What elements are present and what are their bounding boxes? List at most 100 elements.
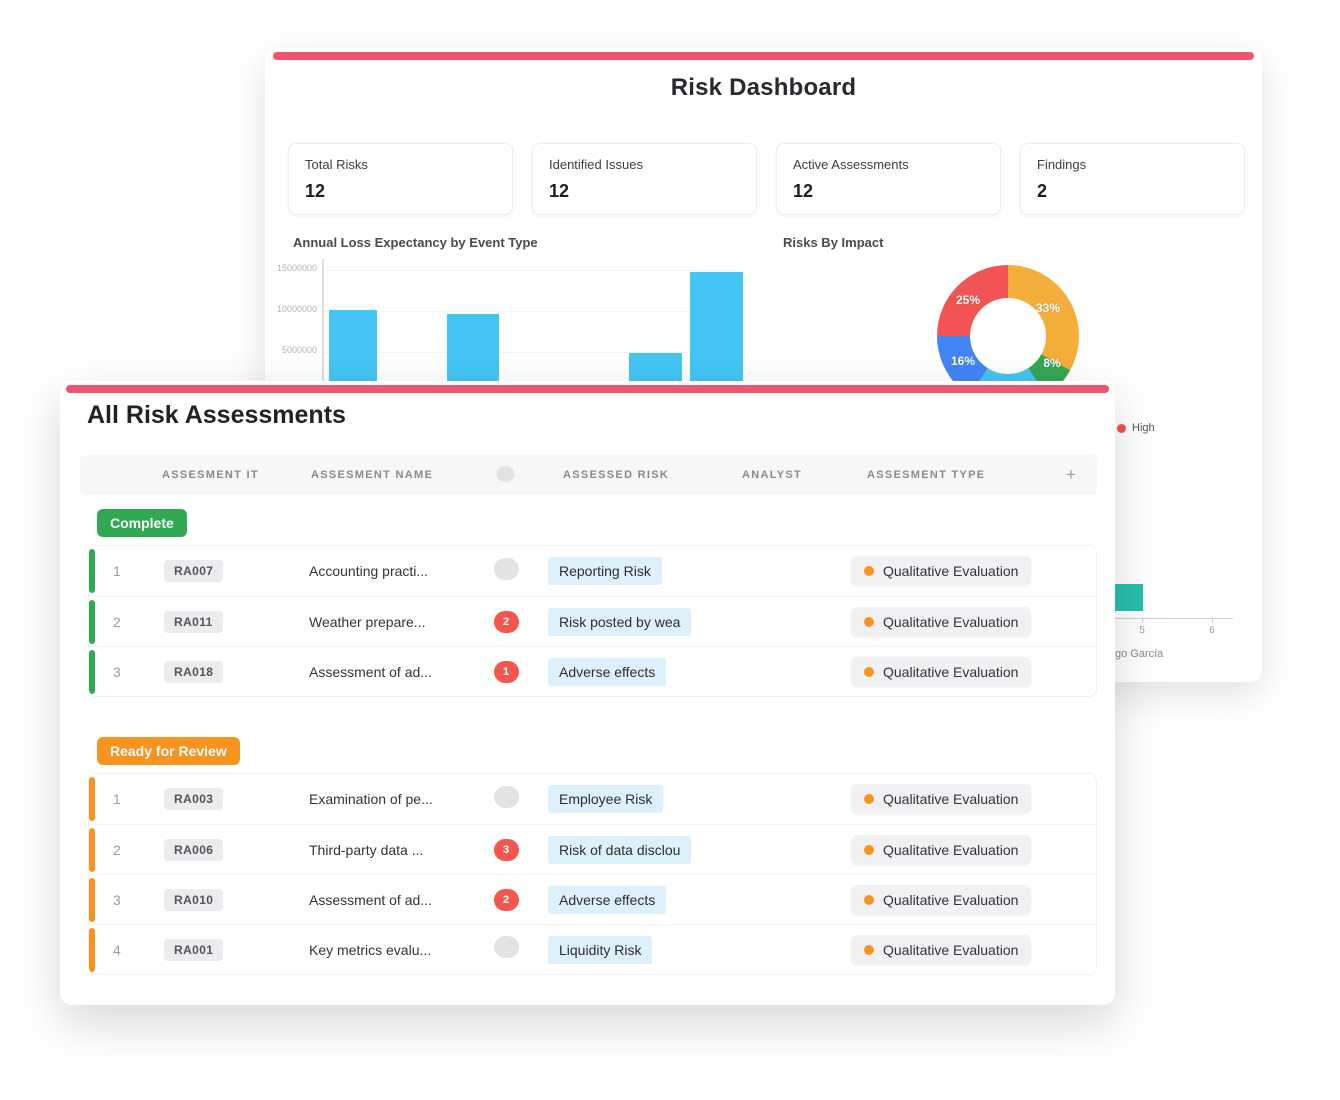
column-header-analyst[interactable]: ANALYST [742, 469, 803, 481]
comment-bubble-icon[interactable]: 1 [493, 660, 519, 683]
assessment-id-badge[interactable]: RA011 [164, 610, 223, 633]
assessment-name[interactable]: Weather prepare... [309, 613, 426, 630]
type-status-dot [864, 944, 874, 955]
row-number: 1 [113, 563, 121, 579]
comment-bubble-icon[interactable]: 2 [493, 888, 519, 911]
assessment-name[interactable]: Accounting practi... [309, 563, 429, 579]
stat-card: Active Assessments 12 [776, 143, 1001, 215]
assessment-id-badge[interactable]: RA018 [164, 660, 224, 683]
stat-value: 12 [305, 181, 326, 201]
assessment-id-badge[interactable]: RA006 [164, 838, 224, 861]
donut-hole [970, 298, 1046, 374]
y-axis-tick-label: 5000000 [281, 345, 317, 355]
type-status-dot [864, 894, 874, 905]
axis-tick-5: 5 [1139, 625, 1145, 636]
table-row[interactable]: 2 RA011 Weather prepare... 2 Risk posted… [89, 596, 1096, 646]
assessed-risk-pill[interactable]: Risk posted by wea [548, 607, 692, 636]
table-header: ASSESMENT IT ASSESMENT NAME ASSESSED RIS… [80, 455, 1097, 495]
column-header-assessment-id[interactable]: ASSESMENT IT [162, 469, 259, 481]
type-label: Qualitative Evaluation [883, 613, 1019, 630]
donut-label: 16% [950, 354, 976, 368]
donut-label: 8% [1043, 356, 1061, 370]
type-status-dot [864, 794, 874, 804]
assessment-type-pill[interactable]: Qualitative Evaluation [851, 606, 1032, 637]
assessment-name[interactable]: Third-party data ... [309, 841, 424, 858]
impact-legend-item: High [1117, 422, 1155, 434]
assessment-type-pill[interactable]: Qualitative Evaluation [851, 784, 1032, 814]
type-status-dot [864, 844, 874, 855]
table-row[interactable]: 3 RA018 Assessment of ad... 1 Adverse ef… [89, 646, 1096, 696]
type-status-dot [864, 566, 874, 576]
y-axis-tick-label: 10000000 [276, 304, 317, 314]
dashboard-accent-bar [273, 52, 1254, 60]
assessment-name[interactable]: Assessment of ad... [309, 891, 432, 908]
assessments-card: All Risk Assessments ASSESMENT IT ASSESM… [60, 381, 1115, 1005]
assessment-name[interactable]: Examination of pe... [309, 791, 433, 807]
assessment-id-badge[interactable]: RA010 [164, 888, 224, 911]
assessment-id-badge[interactable]: RA001 [164, 938, 224, 961]
comment-bubble-icon[interactable]: 3 [493, 838, 519, 861]
assessed-risk-pill[interactable]: Reporting Risk [548, 557, 662, 585]
assessment-type-pill[interactable]: Qualitative Evaluation [851, 834, 1032, 865]
type-label: Qualitative Evaluation [883, 663, 1019, 680]
assessment-type-pill[interactable]: Qualitative Evaluation [851, 884, 1032, 915]
stat-card: Total Risks 12 [288, 143, 513, 215]
tick-mark [1212, 619, 1213, 623]
gridline [324, 352, 736, 353]
comment-bubble-icon[interactable] [493, 557, 519, 580]
stat-label: Findings [1037, 157, 1087, 172]
stat-card: Findings 2 [1020, 143, 1245, 215]
assessed-risk-pill[interactable]: Employee Risk [548, 785, 664, 813]
assessment-id-badge[interactable]: RA003 [164, 788, 224, 810]
table-row[interactable]: 1 RA007 Accounting practi... Reporting R… [89, 546, 1096, 596]
column-header-assessment-name[interactable]: ASSESMENT NAME [311, 469, 434, 481]
group-badge[interactable]: Complete [97, 509, 187, 537]
stat-card: Identified Issues 12 [532, 143, 757, 215]
assessment-type-pill[interactable]: Qualitative Evaluation [851, 556, 1032, 586]
row-number: 3 [113, 663, 121, 680]
stat-value: 12 [793, 181, 814, 201]
gridline [324, 311, 736, 312]
stats-row: Total Risks 12 Identified Issues 12 Acti… [288, 143, 1245, 215]
assessment-name[interactable]: Key metrics evalu... [309, 941, 432, 958]
donut-label: 25% [955, 293, 981, 307]
assessment-id-badge[interactable]: RA007 [164, 560, 224, 582]
add-column-button[interactable]: + [1066, 465, 1076, 484]
analyst-axis-label-fragment: go García [1115, 648, 1164, 660]
assessed-risk-pill[interactable]: Adverse effects [548, 885, 667, 914]
table-row[interactable]: 2 RA006 Third-party data ... 3 Risk of d… [89, 824, 1096, 874]
y-axis-tick-label: 15000000 [276, 263, 317, 273]
type-status-dot [864, 616, 874, 627]
comment-bubble-icon[interactable] [493, 785, 519, 808]
column-header-assessed-risk[interactable]: ASSESSED RISK [563, 469, 670, 481]
donut-chart-title: Risks By Impact [783, 235, 884, 250]
group-rows: 1 RA003 Examination of pe... Employee Ri… [88, 773, 1097, 975]
table-row[interactable]: 3 RA010 Assessment of ad... 2 Adverse ef… [89, 874, 1096, 924]
table-row[interactable]: 1 RA003 Examination of pe... Employee Ri… [89, 774, 1096, 824]
assessed-risk-pill[interactable]: Adverse effects [548, 657, 667, 686]
stat-value: 2 [1037, 181, 1048, 201]
comment-bubble-icon[interactable]: 2 [493, 610, 519, 633]
bar-chart-title: Annual Loss Expectancy by Event Type [293, 235, 538, 250]
stat-label: Total Risks [305, 157, 368, 172]
legend-high-dot [1117, 423, 1126, 433]
table-row[interactable]: 4 RA001 Key metrics evalu... Liquidity R… [89, 924, 1096, 974]
assessed-risk-pill[interactable]: Risk of data disclou [548, 835, 692, 864]
type-label: Qualitative Evaluation [883, 941, 1019, 958]
row-number: 3 [113, 891, 121, 908]
assessment-name[interactable]: Assessment of ad... [309, 663, 432, 680]
assessment-type-pill[interactable]: Qualitative Evaluation [851, 934, 1032, 965]
column-header-assessment-type[interactable]: ASSESMENT TYPE [867, 469, 986, 481]
donut-label: 33% [1035, 301, 1061, 315]
group-badge[interactable]: Ready for Review [97, 737, 240, 765]
comments-column-icon[interactable] [493, 463, 518, 488]
comment-bubble-icon[interactable] [493, 936, 519, 958]
type-label: Qualitative Evaluation [883, 791, 1019, 807]
assessments-accent-bar [66, 385, 1109, 393]
assessments-title: All Risk Assessments [87, 401, 346, 429]
speech-bubble-icon [496, 465, 514, 482]
assessment-type-pill[interactable]: Qualitative Evaluation [851, 656, 1032, 687]
row-number: 2 [113, 841, 121, 858]
assessed-risk-pill[interactable]: Liquidity Risk [548, 935, 653, 964]
